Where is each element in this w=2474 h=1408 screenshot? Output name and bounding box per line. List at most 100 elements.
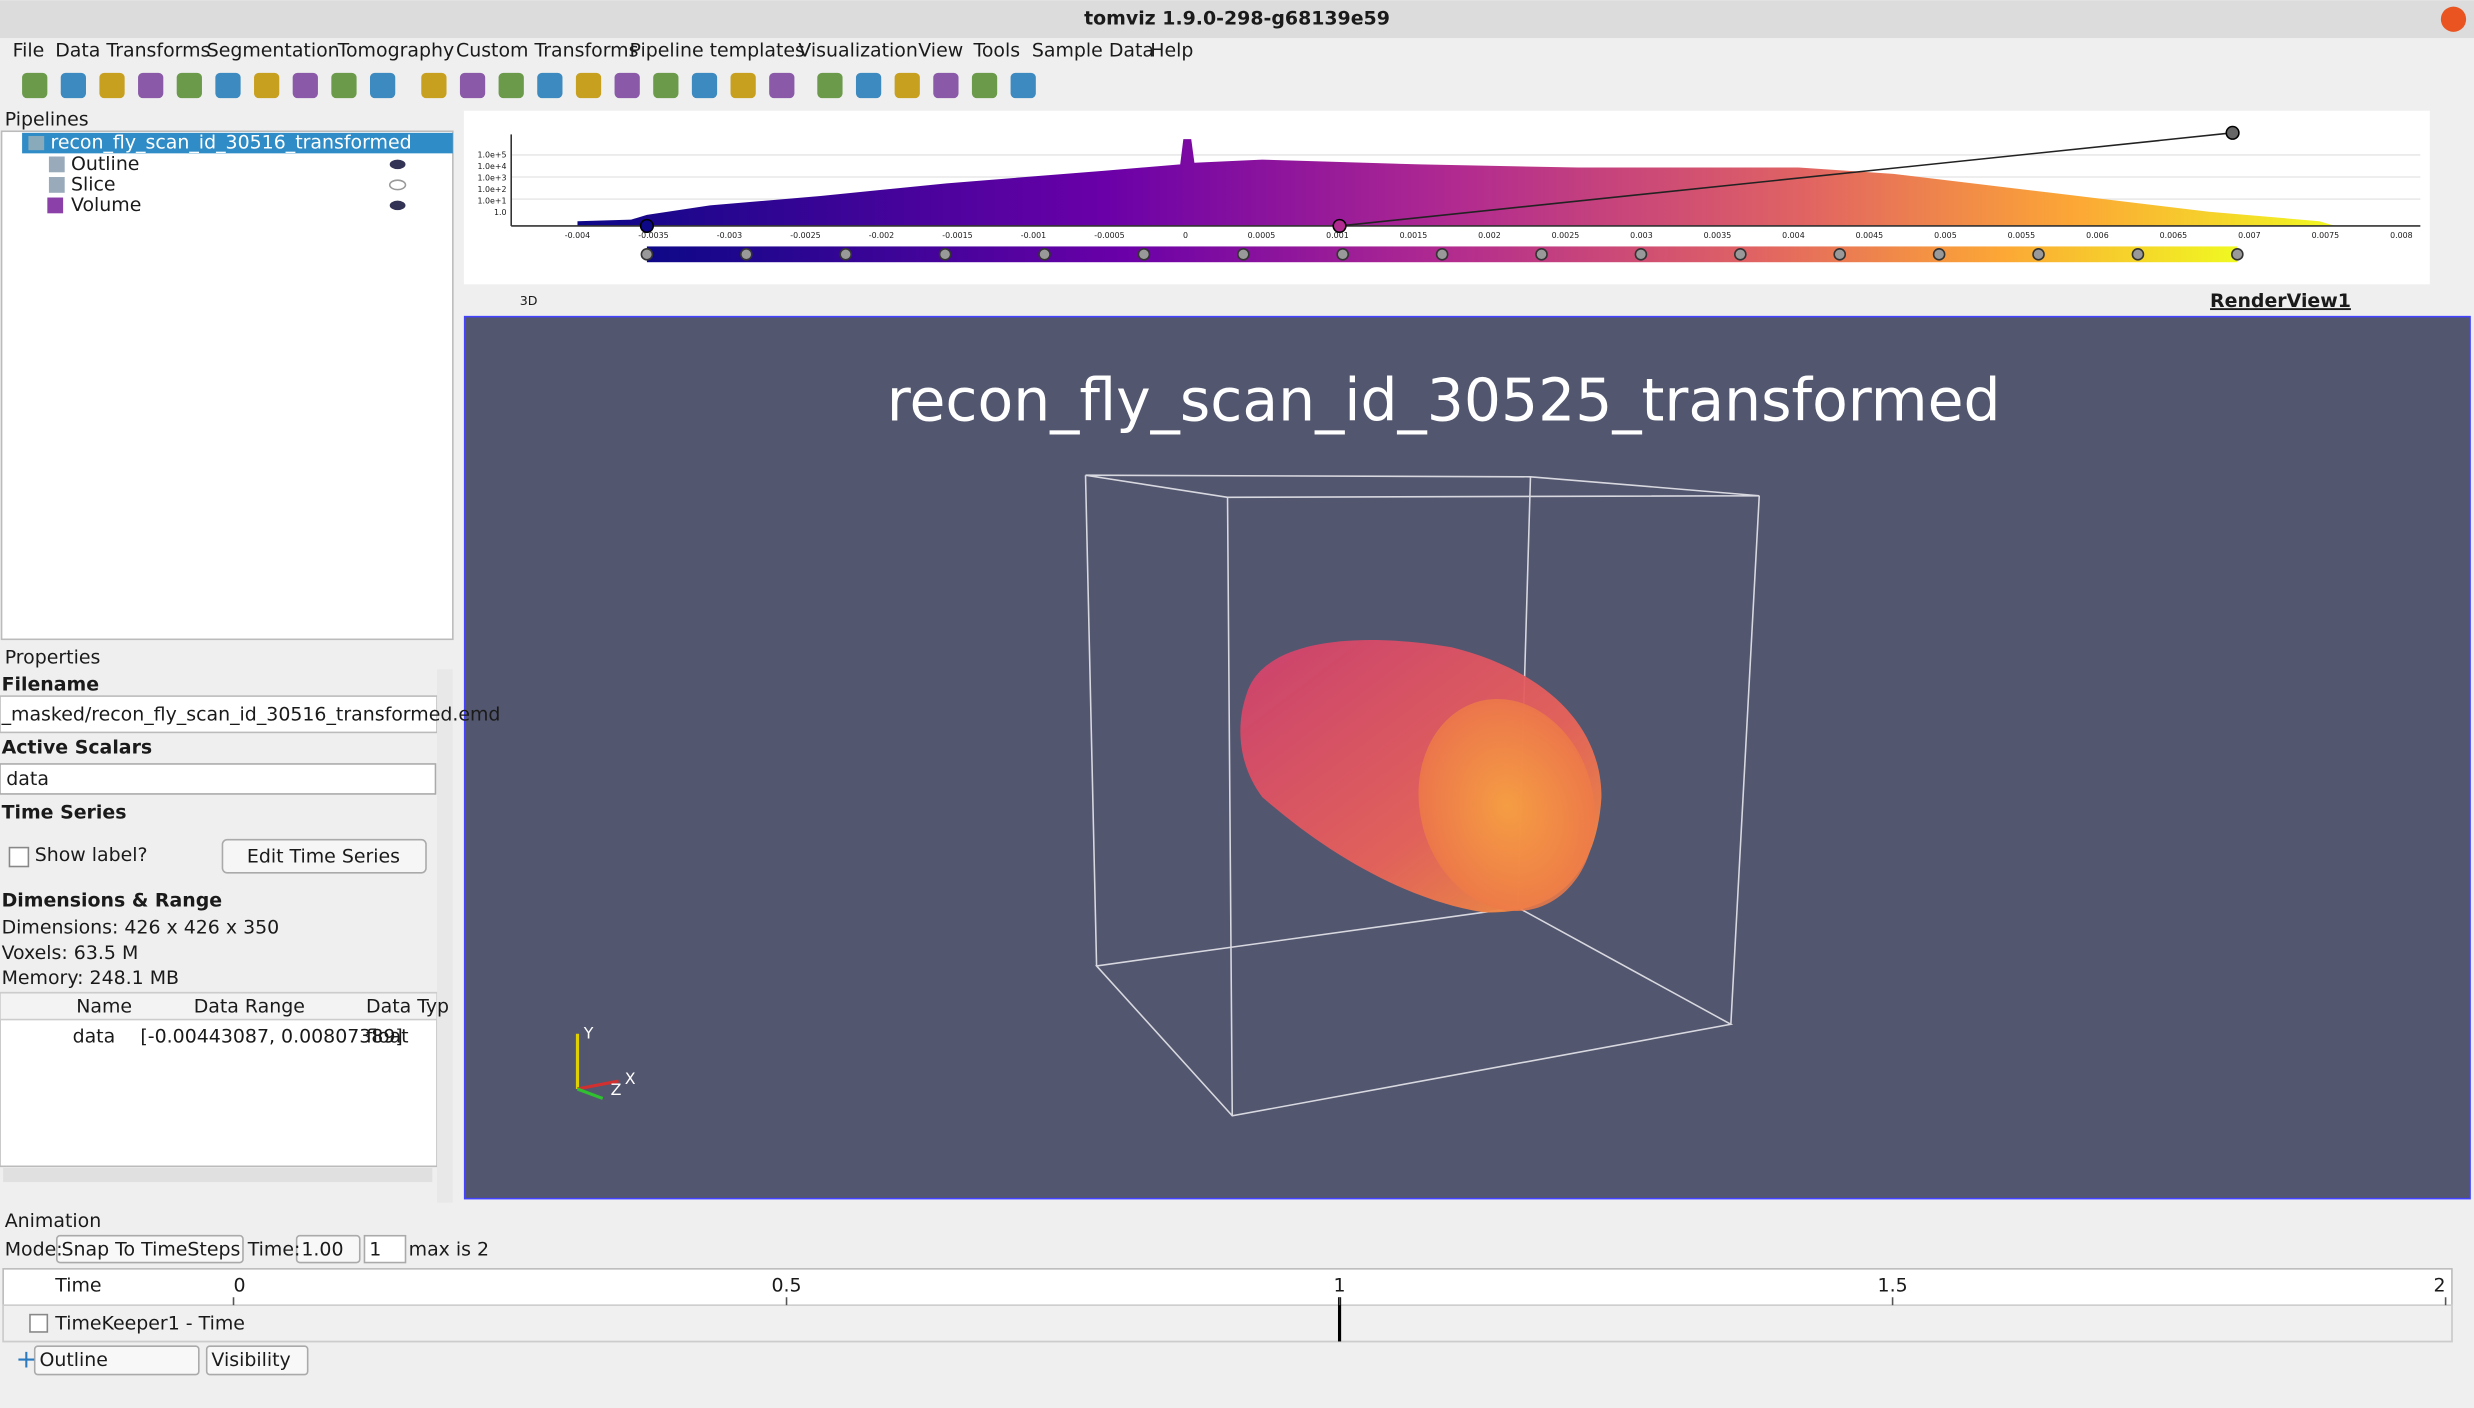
- scalars-combo[interactable]: [0, 763, 437, 795]
- tree-item[interactable]: Outline: [71, 153, 139, 175]
- button[interactable]: [221, 838, 427, 874]
- time-combo[interactable]: [295, 1234, 361, 1264]
- tool-button[interactable]: [1010, 72, 1036, 99]
- control-point[interactable]: [639, 218, 655, 234]
- section-label: Filename: [2, 674, 100, 696]
- control-point[interactable]: [1332, 218, 1347, 234]
- property-combo[interactable]: [205, 1345, 309, 1376]
- tool-button[interactable]: [421, 72, 447, 99]
- x-tick-label: -0.001: [1021, 231, 1046, 240]
- color-point[interactable]: [1435, 248, 1449, 261]
- x-tick-label: 0.008: [2390, 231, 2413, 240]
- menu-item[interactable]: Sample Data: [1032, 39, 1154, 61]
- tool-button[interactable]: [99, 72, 125, 99]
- tool-button[interactable]: [292, 72, 318, 99]
- tool-button[interactable]: [894, 72, 920, 99]
- x-tick-label: -0.004: [565, 231, 590, 240]
- tool-button[interactable]: [138, 72, 164, 99]
- tool-button[interactable]: [254, 72, 280, 99]
- panel-title: Pipelines: [5, 109, 89, 131]
- tool-button[interactable]: [614, 72, 640, 99]
- tool-button[interactable]: [653, 72, 679, 99]
- tool-button[interactable]: [176, 72, 202, 99]
- tool-button[interactable]: [369, 72, 396, 99]
- checkbox[interactable]: [29, 1313, 49, 1333]
- axis-label: Z: [611, 1080, 622, 1099]
- tree-item[interactable]: Volume: [71, 194, 141, 216]
- color-point[interactable]: [2231, 248, 2244, 261]
- x-tick-label: 0.004: [1782, 231, 1805, 240]
- tool-button[interactable]: [575, 72, 602, 99]
- tool-button[interactable]: [730, 72, 756, 99]
- tool-button[interactable]: [691, 72, 718, 99]
- menu-item[interactable]: Tools: [973, 39, 1021, 61]
- menu-item[interactable]: Tomography: [337, 39, 455, 61]
- eye-icon[interactable]: [388, 179, 407, 191]
- step-spin[interactable]: [363, 1234, 407, 1264]
- scrollbar[interactable]: [437, 669, 453, 1203]
- tree-item[interactable]: recon_fly_scan_id_30516_transformed: [50, 132, 411, 154]
- icon: [48, 177, 65, 193]
- color-point[interactable]: [1038, 248, 1051, 261]
- combo-value: Outline: [39, 1349, 107, 1371]
- tool-button[interactable]: [817, 72, 843, 99]
- filename-field[interactable]: [0, 695, 438, 734]
- menu-item[interactable]: Pipeline templates: [630, 39, 805, 61]
- tool-button[interactable]: [459, 72, 486, 99]
- x-tick-label: 0.0035: [1704, 231, 1732, 240]
- track-name: TimeKeeper1 - Time: [54, 1313, 245, 1335]
- color-point[interactable]: [1237, 248, 1250, 261]
- color-point[interactable]: [1336, 248, 1350, 261]
- menu-item[interactable]: Visualization: [798, 39, 918, 61]
- color-point[interactable]: [2032, 248, 2045, 261]
- color-point[interactable]: [1932, 248, 1946, 261]
- h-scrollbar[interactable]: [3, 1167, 433, 1183]
- tool-button[interactable]: [60, 72, 86, 99]
- selected-row[interactable]: [22, 132, 453, 154]
- menu-item[interactable]: Data Transforms: [55, 39, 210, 61]
- tree-item[interactable]: Slice: [71, 173, 116, 195]
- color-point[interactable]: [1634, 248, 1648, 261]
- tool-button[interactable]: [215, 72, 241, 99]
- x-tick-label: -0.0025: [790, 231, 820, 240]
- eye-icon[interactable]: [389, 200, 406, 211]
- tool-button[interactable]: [933, 72, 959, 99]
- cell: [-0.00443087, 0.00807389]: [140, 1025, 402, 1047]
- source-combo[interactable]: [33, 1345, 200, 1376]
- control-point[interactable]: [2225, 125, 2240, 140]
- menu-item[interactable]: Help: [1150, 39, 1193, 61]
- column-header: Name: [76, 995, 132, 1017]
- color-point[interactable]: [1137, 248, 1151, 261]
- color-point[interactable]: [640, 248, 654, 261]
- mode-combo[interactable]: [56, 1234, 244, 1264]
- color-point[interactable]: [1535, 248, 1548, 261]
- color-point[interactable]: [1833, 248, 1847, 261]
- view-title: recon_fly_scan_id_30525_transformed: [887, 366, 2001, 434]
- add-icon[interactable]: +: [16, 1344, 37, 1373]
- tool-button[interactable]: [537, 72, 563, 99]
- tool-button[interactable]: [331, 72, 357, 99]
- tool-button[interactable]: [769, 72, 795, 99]
- time-tick-label: 2: [2434, 1275, 2446, 1297]
- color-point[interactable]: [2131, 248, 2145, 261]
- menu-item[interactable]: View: [918, 39, 963, 61]
- color-point[interactable]: [938, 248, 952, 261]
- close-button[interactable]: [2440, 6, 2467, 32]
- combo-value: data: [6, 768, 49, 790]
- info: Voxels: 63.5 M: [2, 942, 139, 964]
- tool-button[interactable]: [22, 72, 48, 99]
- color-point[interactable]: [839, 248, 853, 261]
- eye-icon[interactable]: [389, 159, 406, 170]
- menu-item[interactable]: File: [13, 39, 45, 61]
- menu-item[interactable]: Segmentation: [207, 39, 340, 61]
- checkbox[interactable]: [8, 846, 30, 868]
- tool-button[interactable]: [855, 72, 882, 99]
- x-tick-label: 0: [1183, 231, 1188, 240]
- axis-x: [577, 1079, 619, 1091]
- tool-button[interactable]: [971, 72, 998, 99]
- menu-item[interactable]: Custom Transforms: [456, 39, 638, 61]
- tool-button[interactable]: [498, 72, 524, 99]
- color-point[interactable]: [1734, 248, 1747, 261]
- opacity-line[interactable]: [1339, 132, 2233, 227]
- color-point[interactable]: [739, 248, 753, 261]
